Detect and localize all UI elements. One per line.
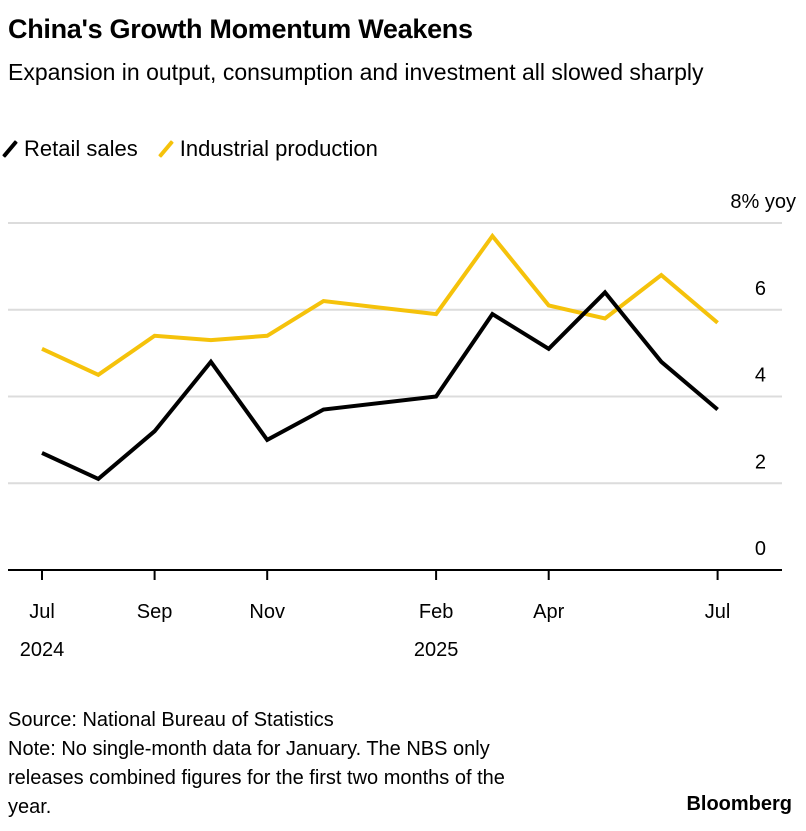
y-tick-label: 4 <box>755 365 766 387</box>
legend-item-industrial: Industrial production <box>157 136 378 162</box>
note-text: Note: No single-month data for January. … <box>8 738 505 818</box>
chart-subtitle: Expansion in output, consumption and inv… <box>8 59 704 85</box>
series-line-industrial-production <box>41 232 719 378</box>
legend-label-industrial: Industrial production <box>179 136 378 161</box>
legend-item-retail: Retail sales <box>2 136 138 162</box>
y-tick-label: 2 <box>755 451 766 473</box>
source-text: Source: National Bureau of Statistics <box>8 709 334 731</box>
x-tick-label: Nov <box>249 601 285 623</box>
y-tick-label: 0 <box>755 538 766 560</box>
x-tick-label: Jul <box>29 601 55 623</box>
footer: Source: National Bureau of Statistics No… <box>8 706 548 822</box>
x-tick-label: Jul <box>705 601 731 623</box>
y-tick-label: 8% yoy <box>730 191 796 213</box>
x-tick-label: Sep <box>137 601 173 623</box>
legend-label-retail: Retail sales <box>24 136 138 161</box>
series-line-retail-sales <box>41 289 719 482</box>
bloomberg-logo: Bloomberg <box>686 793 792 815</box>
legend: Retail sales Industrial production <box>2 136 378 162</box>
chart-title: China's Growth Momentum Weakens <box>8 14 473 44</box>
x-year-label: 2024 <box>20 639 65 661</box>
x-year-label: 2025 <box>414 639 459 661</box>
y-tick-label: 6 <box>755 278 766 300</box>
x-tick-label: Feb <box>419 601 453 623</box>
x-tick-label: Apr <box>533 601 564 623</box>
